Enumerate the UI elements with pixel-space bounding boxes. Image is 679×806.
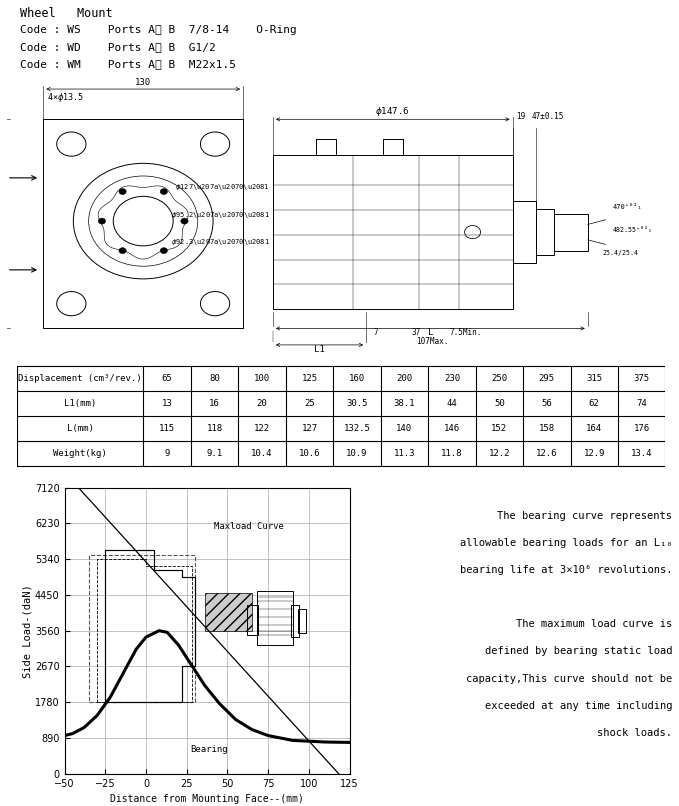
Text: 132.5: 132.5: [344, 424, 371, 433]
Text: $\phi$95.2\u207a\u2070\u2081: $\phi$95.2\u207a\u2070\u2081: [171, 210, 270, 220]
Circle shape: [98, 218, 106, 224]
Text: 115: 115: [159, 424, 175, 433]
Text: allowable bearing loads for an L₁₀: allowable bearing loads for an L₁₀: [460, 538, 672, 548]
Text: 16: 16: [209, 399, 220, 408]
Text: 7.5Min.: 7.5Min.: [449, 328, 482, 337]
Text: Code : WM    Ports A， B  M22x1.5: Code : WM Ports A， B M22x1.5: [20, 60, 236, 69]
Text: 65: 65: [162, 374, 172, 383]
Text: The maximum load curve is: The maximum load curve is: [491, 619, 672, 629]
Text: 118: 118: [206, 424, 223, 433]
Text: 10.6: 10.6: [299, 449, 320, 458]
Text: Bearing: Bearing: [190, 746, 227, 754]
Text: L1: L1: [314, 344, 325, 354]
Text: 482.55⁺⁰²₁: 482.55⁺⁰²₁: [612, 227, 653, 233]
Text: The bearing curve represents: The bearing curve represents: [472, 510, 672, 521]
Text: Code : WD    Ports A， B  G1/2: Code : WD Ports A， B G1/2: [20, 42, 216, 52]
Text: 146: 146: [444, 424, 460, 433]
Text: 122: 122: [254, 424, 270, 433]
Text: Wheel   Mount: Wheel Mount: [20, 7, 113, 20]
Text: Maxload Curve: Maxload Curve: [215, 521, 285, 530]
Text: 107Max.: 107Max.: [416, 337, 449, 346]
Text: L: L: [428, 328, 433, 337]
Text: 25.4/25.4: 25.4/25.4: [602, 250, 638, 256]
Bar: [257, 591, 293, 645]
Text: 7: 7: [373, 328, 378, 337]
Text: 250: 250: [492, 374, 507, 383]
Text: 140: 140: [397, 424, 412, 433]
Text: 100: 100: [254, 374, 270, 383]
Text: 12.9: 12.9: [583, 449, 605, 458]
Text: 13.4: 13.4: [631, 449, 653, 458]
Text: 176: 176: [634, 424, 650, 433]
Bar: [43, 119, 243, 328]
Text: 10.4: 10.4: [251, 449, 273, 458]
Bar: [291, 605, 299, 637]
Text: 11.3: 11.3: [394, 449, 415, 458]
Text: 375: 375: [634, 374, 650, 383]
Text: 19: 19: [516, 112, 525, 122]
Text: 4×$\phi$13.5: 4×$\phi$13.5: [47, 91, 84, 104]
Text: defined by bearing static load: defined by bearing static load: [485, 646, 672, 656]
Text: shock loads.: shock loads.: [598, 728, 672, 738]
Bar: [89, 555, 195, 702]
X-axis label: Distance from Mounting Face--(mm): Distance from Mounting Face--(mm): [110, 794, 304, 804]
Bar: [513, 202, 536, 263]
Text: $\phi$92.3\u207a\u2070\u2081: $\phi$92.3\u207a\u2070\u2081: [171, 238, 270, 247]
Circle shape: [119, 247, 126, 254]
Text: 12.6: 12.6: [536, 449, 557, 458]
Text: 20: 20: [257, 399, 268, 408]
Text: 470⁺⁰²₁: 470⁺⁰²₁: [612, 204, 642, 210]
Text: 12.2: 12.2: [489, 449, 510, 458]
Text: 152: 152: [492, 424, 507, 433]
Text: 74: 74: [636, 399, 647, 408]
Text: 37: 37: [411, 328, 421, 337]
Text: 9: 9: [164, 449, 170, 458]
Bar: [536, 209, 555, 256]
Circle shape: [181, 218, 188, 224]
Text: 160: 160: [349, 374, 365, 383]
Text: 10.9: 10.9: [346, 449, 368, 458]
Text: 47±0.15: 47±0.15: [531, 112, 564, 122]
Text: 30.5: 30.5: [346, 399, 368, 408]
Text: Displacement (cm³/rev.): Displacement (cm³/rev.): [18, 374, 142, 383]
Text: L1(mm): L1(mm): [64, 399, 96, 408]
Text: capacity,This curve should not be: capacity,This curve should not be: [466, 674, 672, 683]
Text: L(mm): L(mm): [67, 424, 94, 433]
Text: 158: 158: [538, 424, 555, 433]
Circle shape: [160, 189, 168, 194]
Text: 38.1: 38.1: [394, 399, 415, 408]
Text: 62: 62: [589, 399, 600, 408]
Text: 200: 200: [397, 374, 412, 383]
Text: 80: 80: [209, 374, 220, 383]
Text: 164: 164: [586, 424, 602, 433]
Text: 50: 50: [494, 399, 504, 408]
Y-axis label: Side Load-(daN): Side Load-(daN): [22, 584, 32, 678]
Text: 11.8: 11.8: [441, 449, 462, 458]
Text: 230: 230: [444, 374, 460, 383]
Bar: [297, 609, 306, 633]
Text: $\phi$127\u207a\u2070\u2081: $\phi$127\u207a\u2070\u2081: [175, 182, 270, 192]
Circle shape: [119, 189, 126, 194]
Text: $\phi$147.6: $\phi$147.6: [375, 105, 410, 118]
Bar: [555, 214, 588, 251]
Text: Code : WS    Ports A， B  7/8-14    O-Ring: Code : WS Ports A， B 7/8-14 O-Ring: [20, 25, 297, 35]
Text: 13: 13: [162, 399, 172, 408]
Text: 56: 56: [541, 399, 552, 408]
Text: Weight(kg): Weight(kg): [54, 449, 107, 458]
Bar: [247, 605, 259, 635]
Text: exceeded at any time including: exceeded at any time including: [485, 700, 672, 711]
Text: 130: 130: [135, 77, 151, 87]
Text: 44: 44: [447, 399, 457, 408]
Polygon shape: [204, 593, 252, 630]
Text: 295: 295: [538, 374, 555, 383]
Text: 25: 25: [304, 399, 315, 408]
Text: 315: 315: [586, 374, 602, 383]
Text: 125: 125: [301, 374, 318, 383]
Bar: [273, 155, 513, 310]
Text: 127: 127: [301, 424, 318, 433]
Text: 9.1: 9.1: [206, 449, 223, 458]
Text: bearing life at 3×10⁶ revolutions.: bearing life at 3×10⁶ revolutions.: [460, 565, 672, 575]
Circle shape: [160, 247, 168, 254]
